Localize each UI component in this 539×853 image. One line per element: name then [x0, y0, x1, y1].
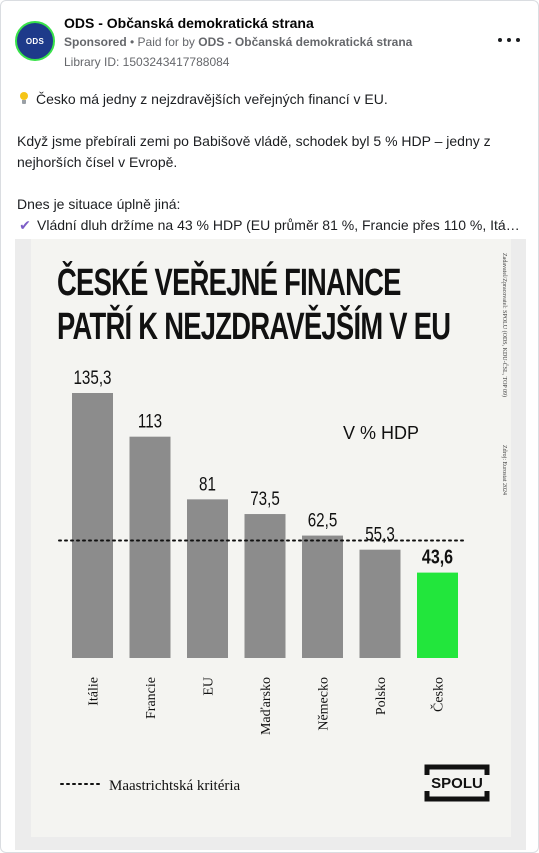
post-line-3: nejhorších čísel v Evropě.	[17, 154, 178, 170]
data-label: 113	[138, 410, 162, 432]
sponsored-label: Sponsored	[64, 35, 127, 49]
bar	[187, 499, 228, 658]
debt-bar-chart: 135,3 Itálie 113 Francie 81 EU 73,5 Maďarsko 62,…	[58, 366, 467, 794]
post-line-2: Když jsme přebírali zemi po Babišově vlá…	[17, 133, 491, 149]
more-options-icon[interactable]	[498, 33, 520, 47]
library-id: Library ID: 1503243417788084	[64, 55, 230, 69]
post-line-1: Česko má jedny z nejzdravějších veřejnýc…	[17, 89, 522, 110]
bar	[72, 393, 113, 658]
bar	[359, 549, 401, 658]
paid-for-prefix: • Paid for by	[126, 35, 199, 49]
ad-graphic: ČESKÉ VEŘEJNÉ FINANCE PATŘÍ K NEJZDRAVĚJ…	[31, 239, 511, 837]
data-label: 135,3	[73, 366, 111, 388]
post-line-4: Dnes je situace úplně jiná:	[17, 196, 181, 212]
bar	[417, 572, 458, 658]
post-body: Česko má jedny z nejzdravějších veřejnýc…	[17, 89, 522, 236]
bar	[129, 436, 171, 658]
headline-line-2: PATŘÍ K NEJZDRAVĚJŠÍM V EU	[57, 306, 451, 348]
category-label: Česko	[430, 677, 447, 712]
ad-image[interactable]: ČESKÉ VEŘEJNÉ FINANCE PATŘÍ K NEJZDRAVĚJ…	[15, 239, 526, 850]
page-name-link[interactable]: ODS - Občanská demokratická strana	[64, 15, 314, 31]
data-label: 62,5	[308, 509, 338, 531]
post-header: ODS ODS - Občanská demokratická strana S…	[15, 13, 524, 73]
spolu-logo-text: SPOLU	[431, 775, 483, 792]
unit-label: V % HDP	[343, 423, 419, 443]
page-avatar[interactable]: ODS	[15, 21, 55, 61]
spolu-logo: SPOLU	[424, 764, 490, 802]
category-label: Polsko	[374, 677, 389, 715]
data-label: 73,5	[250, 487, 280, 509]
category-label: Německo	[317, 677, 332, 731]
data-label: 43,6	[422, 546, 453, 568]
category-label: Maďarsko	[259, 677, 274, 735]
ad-headline: ČESKÉ VEŘEJNÉ FINANCE PATŘÍ K NEJZDRAVĚJ…	[57, 261, 451, 349]
light-bulb-icon	[19, 92, 29, 105]
bar	[302, 535, 343, 658]
category-label: Itálie	[87, 677, 102, 706]
paid-for-name[interactable]: ODS - Občanská demokratická strana	[198, 35, 413, 49]
legend-label: Maastrichtská kritéria	[109, 778, 241, 794]
bar	[244, 514, 286, 658]
category-label: EU	[202, 677, 217, 696]
post-line-5: ✔ Vládní dluh držíme na 43 % HDP (EU prům…	[17, 215, 522, 236]
headline-line-1: ČESKÉ VEŘEJNÉ FINANCE	[57, 262, 401, 304]
sponsored-line: Sponsored • Paid for by ODS - Občanská d…	[64, 35, 412, 49]
data-label: 81	[199, 473, 216, 495]
category-label: Francie	[144, 677, 159, 719]
check-mark-icon: ✔	[19, 217, 31, 233]
data-label: 55,3	[365, 523, 395, 545]
